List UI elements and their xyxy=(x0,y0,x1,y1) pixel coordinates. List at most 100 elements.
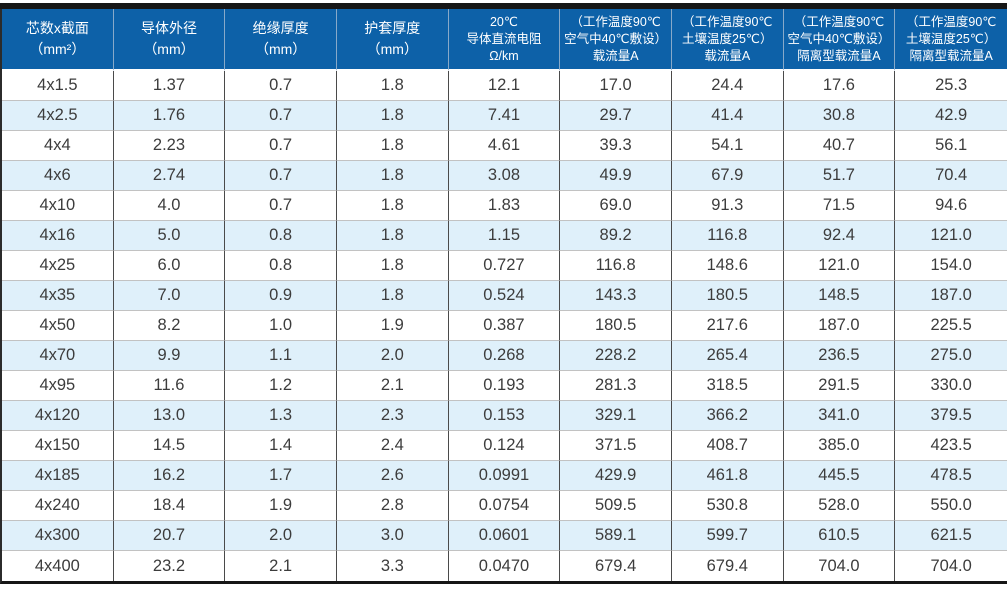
cell: 528.0 xyxy=(783,491,896,521)
cell: 0.7 xyxy=(225,131,337,161)
cell: 281.3 xyxy=(560,371,672,401)
cell: 530.8 xyxy=(671,491,784,521)
cell: 1.9 xyxy=(225,491,337,521)
cell: 0.0601 xyxy=(448,521,561,551)
cell: 1.9 xyxy=(336,311,449,341)
cell: 8.2 xyxy=(113,311,226,341)
table-row: 4x4 2.23 0.7 1.8 4.61 39.3 54.1 40.7 56.1 xyxy=(2,131,1007,161)
cell: 7.0 xyxy=(113,281,226,311)
cell: 621.5 xyxy=(895,521,1007,551)
cell: 341.0 xyxy=(783,401,896,431)
cell: 679.4 xyxy=(560,551,672,581)
cell: 0.193 xyxy=(448,371,561,401)
cell: 16.2 xyxy=(113,461,226,491)
cell: 371.5 xyxy=(560,431,672,461)
cell: 116.8 xyxy=(560,251,672,281)
cell: 329.1 xyxy=(560,401,672,431)
cell: 17.6 xyxy=(783,71,896,101)
header-row: 芯数x截面 （mm²） 导体外径 （mm） 绝缘厚度 （mm） 护套厚度 （mm） 20℃ 导体直… xyxy=(2,9,1007,71)
cell: 121.0 xyxy=(895,221,1007,251)
cell: 4x35 xyxy=(2,281,114,311)
cell: 385.0 xyxy=(783,431,896,461)
cell: 116.8 xyxy=(671,221,784,251)
column-header-conductor-outer-diameter: 导体外径 （mm） xyxy=(113,9,226,71)
table-row: 4x35 7.0 0.9 1.8 0.524 143.3 180.5 148.5 187.0 xyxy=(2,281,1007,311)
cell: 1.37 xyxy=(113,71,226,101)
header-line: 绝缘厚度 xyxy=(252,20,309,36)
column-header-cores-cross-section: 芯数x截面 （mm²） xyxy=(2,9,114,71)
cell: 0.7 xyxy=(225,161,337,191)
cell: 67.9 xyxy=(671,161,784,191)
cell: 610.5 xyxy=(783,521,896,551)
table-row: 4x50 8.2 1.0 1.9 0.387 180.5 217.6 187.0 225.5 xyxy=(2,311,1007,341)
cell: 29.7 xyxy=(560,101,672,131)
cell: 187.0 xyxy=(783,311,896,341)
cell: 318.5 xyxy=(671,371,784,401)
column-header-insulation-thickness: 绝缘厚度 （mm） xyxy=(225,9,337,71)
cell: 0.8 xyxy=(225,221,337,251)
cell: 0.124 xyxy=(448,431,561,461)
top-border-bar xyxy=(0,3,1007,9)
cell: 4.61 xyxy=(448,131,561,161)
cell: 1.83 xyxy=(448,191,561,221)
header-line: 导体直流电阻 xyxy=(466,31,542,46)
cell: 4.0 xyxy=(113,191,226,221)
cell: 408.7 xyxy=(671,431,784,461)
cell: 228.2 xyxy=(560,341,672,371)
cell: 704.0 xyxy=(783,551,896,581)
column-header-sheath-thickness: 护套厚度 （mm） xyxy=(336,9,449,71)
cell: 51.7 xyxy=(783,161,896,191)
cell: 154.0 xyxy=(895,251,1007,281)
cell: 4x16 xyxy=(2,221,114,251)
cell: 71.5 xyxy=(783,191,896,221)
table-row: 4x6 2.74 0.7 1.8 3.08 49.9 67.9 51.7 70.4 xyxy=(2,161,1007,191)
cell: 704.0 xyxy=(895,551,1007,581)
cell: 366.2 xyxy=(671,401,784,431)
cell: 1.8 xyxy=(336,71,449,101)
cell: 275.0 xyxy=(895,341,1007,371)
cell: 379.5 xyxy=(895,401,1007,431)
cell: 180.5 xyxy=(671,281,784,311)
cell: 0.9 xyxy=(225,281,337,311)
cell: 461.8 xyxy=(671,461,784,491)
header-line: 载流量A xyxy=(704,48,751,63)
cell: 69.0 xyxy=(560,191,672,221)
column-header-isolated-ampacity-air-40c: （工作温度90℃ 空气中40℃敷设） 隔离型载流量A xyxy=(783,9,896,71)
header-line: 导体外径 xyxy=(140,20,197,36)
cell: 24.4 xyxy=(671,71,784,101)
header-line: （mm） xyxy=(366,41,418,57)
cell: 330.0 xyxy=(895,371,1007,401)
cell: 6.0 xyxy=(113,251,226,281)
cell: 41.4 xyxy=(671,101,784,131)
cell: 0.7 xyxy=(225,101,337,131)
cell: 2.74 xyxy=(113,161,226,191)
cell: 9.9 xyxy=(113,341,226,371)
cell: 40.7 xyxy=(783,131,896,161)
cell: 2.4 xyxy=(336,431,449,461)
cell: 4x25 xyxy=(2,251,114,281)
cell: 1.3 xyxy=(225,401,337,431)
cell: 1.4 xyxy=(225,431,337,461)
column-header-isolated-ampacity-soil-25c: （工作温度90℃ 土壤温度25℃） 隔离型载流量A xyxy=(895,9,1007,71)
header-line: （mm） xyxy=(254,41,307,57)
cell: 13.0 xyxy=(113,401,226,431)
cell: 291.5 xyxy=(783,371,896,401)
cell: 11.6 xyxy=(113,371,226,401)
cell: 7.41 xyxy=(448,101,561,131)
cell: 1.0 xyxy=(225,311,337,341)
cell: 679.4 xyxy=(671,551,784,581)
cell: 4x50 xyxy=(2,311,114,341)
header-line: 护套厚度 xyxy=(364,20,421,36)
cell: 0.7 xyxy=(225,71,337,101)
table-row: 4x95 11.6 1.2 2.1 0.193 281.3 318.5 291.5 330.0 xyxy=(2,371,1007,401)
cell: 4x120 xyxy=(2,401,114,431)
cell: 12.1 xyxy=(448,71,561,101)
cell: 187.0 xyxy=(895,281,1007,311)
header-line: （mm²） xyxy=(29,41,86,57)
cell: 89.2 xyxy=(560,221,672,251)
cell: 1.2 xyxy=(225,371,337,401)
cell: 148.6 xyxy=(671,251,784,281)
header-line: 空气中40℃敷设） xyxy=(787,31,891,46)
header-line: （mm） xyxy=(143,41,195,57)
cell: 2.0 xyxy=(336,341,449,371)
